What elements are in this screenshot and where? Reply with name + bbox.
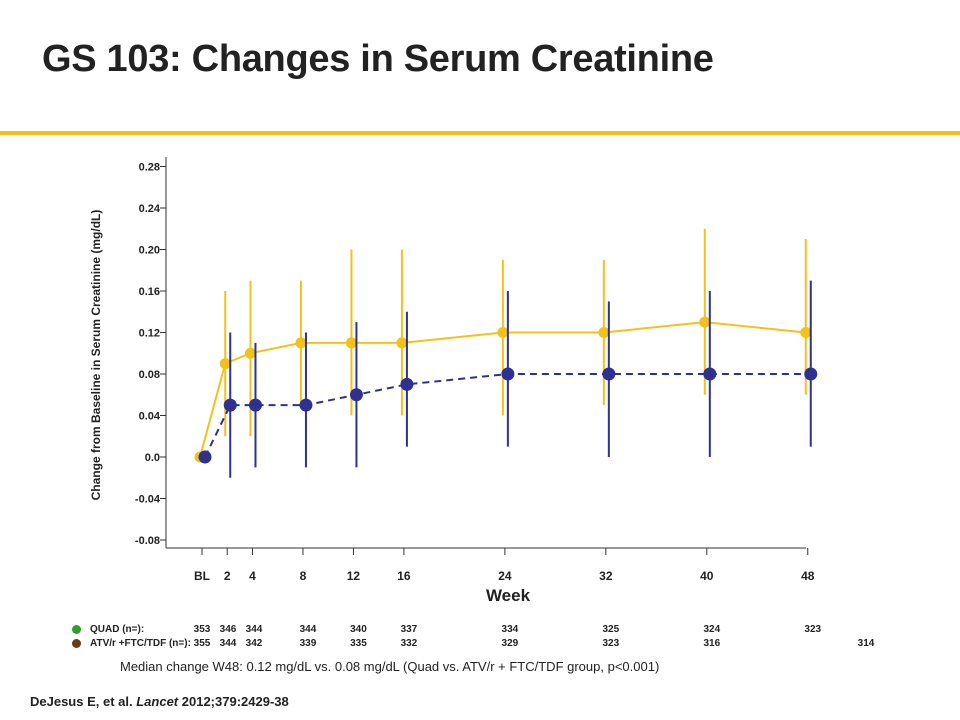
n-count: 346 — [219, 624, 237, 635]
y-tick-label: 0.24 — [139, 203, 161, 215]
data-point — [501, 367, 515, 381]
data-point — [400, 377, 414, 391]
median-change-note: Median change W48: 0.12 mg/dL vs. 0.08 m… — [120, 659, 660, 674]
atv-legend-dot — [72, 639, 81, 648]
n-count: 316 — [703, 638, 721, 649]
data-point — [800, 327, 812, 338]
x-tick-label: 24 — [498, 569, 512, 583]
y-tick-label: 0.20 — [139, 245, 160, 257]
n-row-label: QUAD (n=): — [90, 624, 145, 635]
n-row-label: ATV/r +FTC/TDF (n=): — [90, 638, 191, 649]
n-count: 344 — [219, 638, 237, 649]
n-count: 332 — [400, 638, 418, 649]
data-point — [804, 367, 818, 381]
data-point — [223, 398, 237, 412]
n-count: 314 — [857, 638, 875, 649]
n-count: 335 — [350, 638, 367, 649]
series-line — [204, 373, 811, 458]
data-point — [244, 347, 256, 359]
x-tick-label: 4 — [249, 569, 256, 583]
n-count: 324 — [703, 624, 721, 635]
y-axis-label: Change from Baseline in Serum Creatinine… — [89, 209, 103, 501]
n-count: 329 — [501, 638, 519, 649]
x-tick-label: 8 — [300, 569, 307, 583]
data-point — [497, 327, 509, 338]
citation-ref: 2012;379:2429-38 — [178, 694, 289, 709]
data-point — [602, 367, 616, 381]
x-tick-label: 40 — [700, 569, 714, 583]
n-count: 344 — [245, 624, 263, 635]
citation-journal: Lancet — [136, 694, 179, 709]
x-tick-label: 12 — [347, 569, 361, 583]
y-tick-label: 0.08 — [139, 369, 160, 381]
data-point — [349, 388, 363, 402]
series-line — [199, 321, 806, 458]
n-count: 353 — [193, 624, 211, 635]
data-point — [345, 337, 357, 349]
data-point — [396, 337, 408, 349]
y-tick-label: -0.04 — [135, 494, 161, 506]
y-tick-label: 0.04 — [139, 411, 161, 423]
n-count: 334 — [501, 624, 519, 635]
n-count: 344 — [299, 624, 317, 635]
citation: DeJesus E, et al. Lancet 2012;379:2429-3… — [30, 694, 289, 709]
y-tick-label: -0.08 — [135, 535, 160, 547]
y-tick-label: 0.12 — [139, 328, 160, 340]
x-tick-label: BL — [194, 569, 210, 583]
x-tick-label: 2 — [224, 569, 231, 583]
n-count: 337 — [400, 624, 418, 635]
data-point — [699, 316, 711, 328]
y-tick-label: 0.28 — [139, 162, 160, 174]
n-count: 355 — [193, 638, 211, 649]
x-tick-label: 32 — [599, 569, 613, 583]
n-count: 323 — [602, 638, 620, 649]
data-point — [295, 337, 307, 349]
data-point — [248, 398, 262, 412]
quad-legend-dot — [72, 625, 81, 634]
y-tick-label: 0.0 — [145, 452, 160, 464]
n-count: 323 — [804, 624, 822, 635]
data-point — [598, 327, 610, 338]
data-point — [299, 398, 313, 412]
x-tick-label: 16 — [397, 569, 411, 583]
n-count: 339 — [299, 638, 317, 649]
y-tick-label: 0.16 — [139, 286, 160, 298]
n-count: 325 — [602, 624, 620, 635]
title-divider — [0, 131, 960, 135]
slide-title: GS 103: Changes in Serum Creatinine — [42, 38, 714, 80]
data-point — [198, 450, 212, 464]
x-axis-label: Week — [485, 586, 531, 605]
n-count: 342 — [245, 638, 263, 649]
data-point — [219, 358, 231, 370]
n-count: 340 — [350, 624, 367, 635]
data-point — [703, 367, 717, 381]
citation-authors: DeJesus E, et al. — [30, 694, 137, 709]
x-tick-label: 48 — [801, 569, 815, 583]
